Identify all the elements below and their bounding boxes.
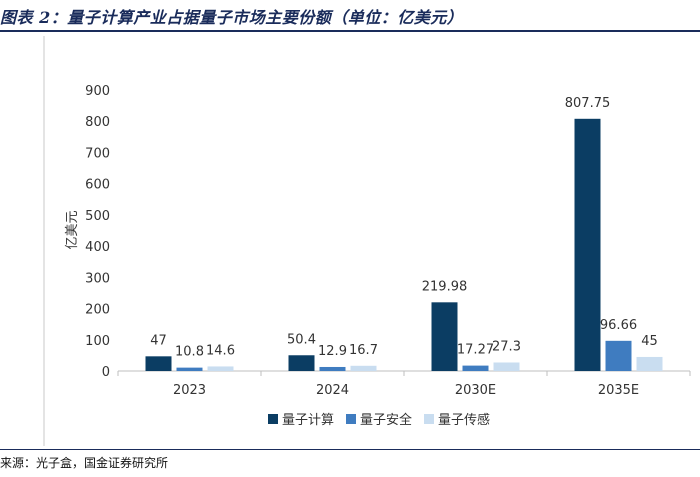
y-tick-label: 500 xyxy=(85,209,110,224)
data-label: 47 xyxy=(150,333,167,348)
x-tick-label: 2023 xyxy=(173,383,206,398)
y-tick-label: 700 xyxy=(85,146,110,161)
y-tick-label: 300 xyxy=(85,271,110,286)
bar-3 xyxy=(350,365,377,371)
data-label: 807.75 xyxy=(565,96,611,111)
y-tick-label: 200 xyxy=(85,303,110,318)
data-label: 16.7 xyxy=(349,343,378,358)
y-tick-label: 800 xyxy=(85,115,110,130)
legend-swatch xyxy=(268,414,278,424)
x-tick-label: 2035E xyxy=(598,383,639,398)
bar-3 xyxy=(636,356,663,371)
y-tick-label: 100 xyxy=(85,334,110,349)
data-label: 17.27 xyxy=(457,343,494,358)
bar-2 xyxy=(319,366,346,371)
legend-label: 量子传感 xyxy=(438,412,490,428)
bar-1 xyxy=(145,356,172,371)
source-note: 来源：光子盒，国金证券研究所 xyxy=(0,456,169,470)
bar-2 xyxy=(462,365,489,371)
legend-label: 量子安全 xyxy=(360,412,412,428)
data-label: 14.6 xyxy=(206,343,235,358)
data-label: 45 xyxy=(641,334,658,349)
y-tick-label: 0 xyxy=(102,365,110,380)
figure-title: 图表 2：量子计算产业占据量子市场主要份额（单位：亿美元） xyxy=(0,8,464,27)
bar-2 xyxy=(176,367,203,371)
data-label: 96.66 xyxy=(600,318,637,333)
bar-3 xyxy=(207,366,234,371)
data-label: 10.8 xyxy=(175,345,204,360)
legend-swatch xyxy=(346,414,356,424)
legend-swatch xyxy=(424,414,434,424)
x-tick-label: 2024 xyxy=(316,383,349,398)
title-rule xyxy=(0,30,700,32)
legend-label: 量子计算 xyxy=(282,413,334,428)
y-tick-label: 900 xyxy=(85,84,110,99)
y-tick-label: 600 xyxy=(85,178,110,193)
bar-1 xyxy=(574,118,601,372)
bar-1 xyxy=(431,302,458,371)
bar-2 xyxy=(605,340,632,371)
bar-1 xyxy=(288,355,315,371)
data-label: 27.3 xyxy=(492,339,521,354)
data-label: 12.9 xyxy=(318,344,347,359)
y-tick-label: 400 xyxy=(85,240,110,255)
bar-chart: 0 100 200 300 400 500 600 700 800 900 亿美元 2023 47 10.… xyxy=(43,36,691,446)
y-axis-label: 亿美元 xyxy=(65,210,80,249)
source-rule xyxy=(0,449,700,450)
bar-3 xyxy=(493,362,520,371)
x-tick-label: 2030E xyxy=(455,383,496,398)
data-label: 50.4 xyxy=(287,332,316,347)
data-label: 219.98 xyxy=(422,279,468,294)
